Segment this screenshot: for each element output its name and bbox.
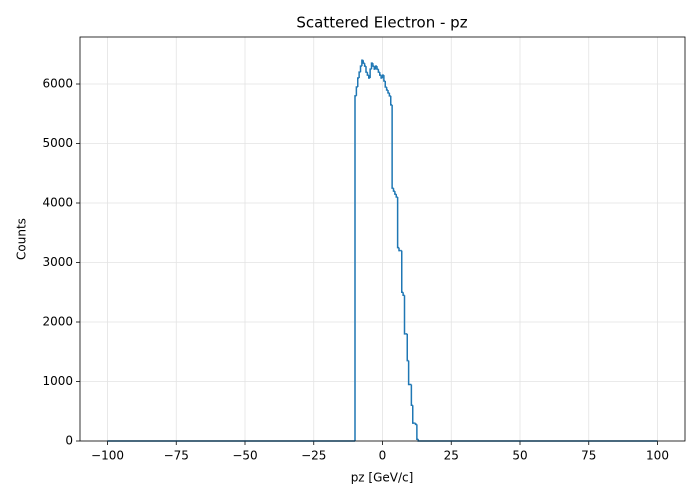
histogram-step — [369, 68, 372, 79]
histogram-step — [366, 72, 369, 76]
histogram-step — [414, 423, 417, 426]
histogram-step — [361, 59, 364, 67]
x-axis-label: pz [GeV/c] — [351, 471, 414, 485]
histogram-step — [357, 77, 360, 87]
y-tick-label: 2000 — [42, 315, 73, 329]
histogram-step — [362, 60, 365, 64]
histogram-step — [374, 65, 377, 70]
x-tick-label: 25 — [444, 449, 459, 463]
plot-frame — [79, 36, 686, 442]
histogram-step — [377, 69, 380, 73]
y-tick-label: 1000 — [42, 374, 73, 388]
histogram-step — [401, 250, 404, 294]
histogram-step — [383, 75, 386, 82]
histogram-step — [412, 405, 415, 424]
histogram-step — [392, 188, 395, 192]
x-tick-label: −50 — [232, 449, 257, 463]
histogram-step — [355, 86, 358, 96]
y-tick-label: 5000 — [42, 136, 73, 150]
histogram-step — [376, 66, 379, 70]
histogram-step — [368, 75, 371, 79]
histogram-step — [379, 72, 382, 76]
histogram-step — [387, 89, 390, 94]
histogram-step — [410, 384, 413, 407]
y-tick-label: 0 — [65, 434, 73, 448]
histogram-step — [396, 197, 399, 249]
histogram-step — [398, 247, 401, 252]
chart-title: Scattered Electron - pz — [296, 14, 467, 32]
histogram-step — [363, 63, 366, 67]
histogram-step — [358, 71, 361, 79]
y-tick-label: 6000 — [42, 77, 73, 91]
histogram-step — [403, 295, 406, 335]
x-tick-label: 75 — [581, 449, 596, 463]
histogram-step — [391, 104, 394, 189]
histogram-step — [416, 424, 419, 440]
histogram-step — [365, 66, 368, 73]
x-tick-label: −25 — [301, 449, 326, 463]
histogram-step — [406, 333, 409, 362]
x-tick-label: 0 — [379, 449, 387, 463]
histogram-step — [359, 65, 362, 73]
histogram-step — [395, 194, 398, 198]
histogram-step — [390, 95, 393, 106]
x-tick-label: −100 — [91, 449, 124, 463]
y-axis-label: Counts — [15, 218, 29, 260]
x-tick-label: 100 — [646, 449, 669, 463]
histogram-step — [394, 191, 397, 195]
histogram-step — [372, 63, 375, 67]
histogram-step — [402, 292, 405, 296]
y-tick-label: 3000 — [42, 255, 73, 269]
x-tick-label: 50 — [512, 449, 527, 463]
histogram-step — [407, 360, 410, 386]
y-tick-label: 4000 — [42, 196, 73, 210]
histogram-step — [385, 86, 388, 91]
histogram-step — [381, 74, 384, 79]
x-tick-label: −75 — [164, 449, 189, 463]
histogram-step — [388, 92, 391, 97]
histogram-step — [380, 75, 383, 79]
histogram-step — [354, 95, 357, 441]
